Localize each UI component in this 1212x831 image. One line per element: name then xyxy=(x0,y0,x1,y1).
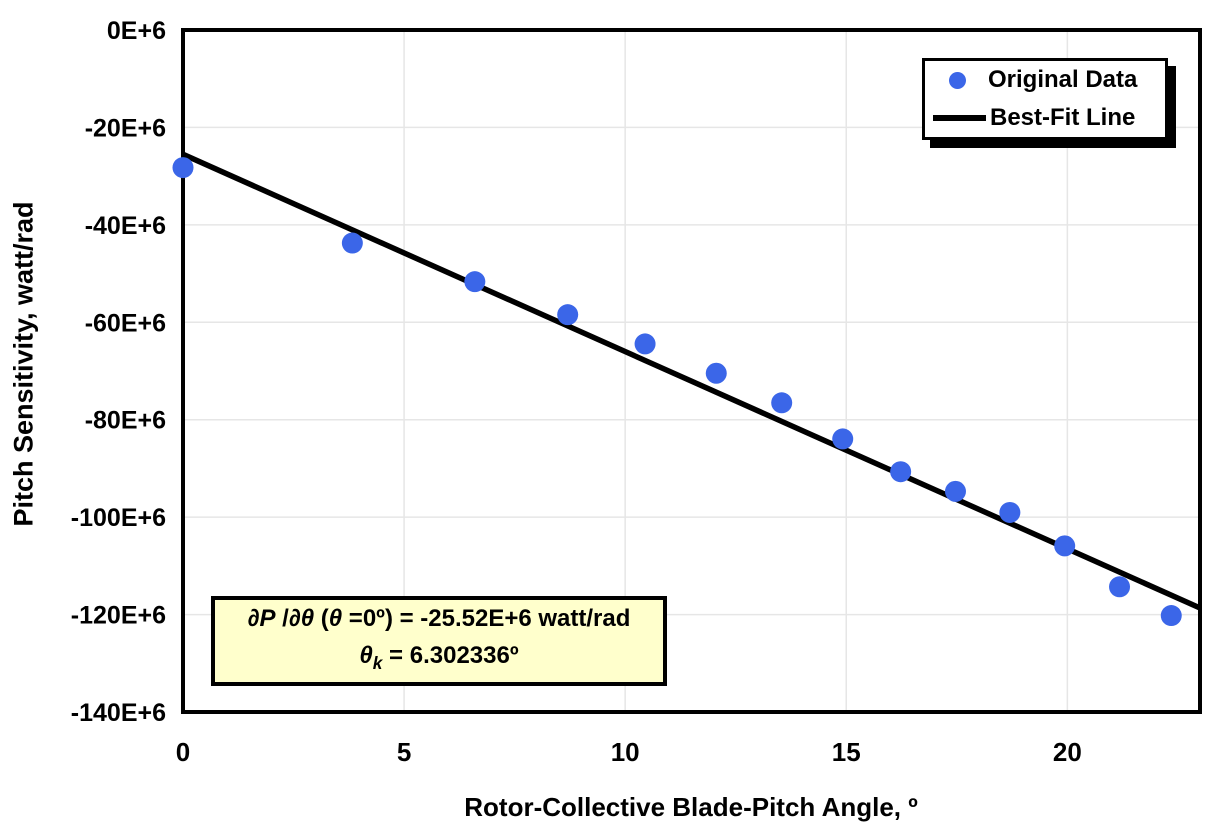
data-point xyxy=(172,157,194,179)
y-tick-label: 0E+6 xyxy=(107,17,166,45)
data-point xyxy=(1160,605,1182,627)
data-point xyxy=(341,232,363,254)
annotation-text: k xyxy=(372,652,383,673)
x-tick-label: 10 xyxy=(611,737,640,767)
y-tick-label: -60E+6 xyxy=(85,309,166,337)
legend: Original Data Best-Fit Line xyxy=(922,58,1168,140)
data-point xyxy=(634,333,656,355)
best-fit-line xyxy=(181,151,1202,611)
annotation-text: ∂θ xyxy=(288,605,315,633)
legend-label: Best-Fit Line xyxy=(990,104,1136,131)
x-axis-title: Rotor-Collective Blade-Pitch Angle, º xyxy=(464,792,918,822)
data-point xyxy=(705,362,727,384)
x-tick-label: 15 xyxy=(832,737,861,767)
data-point xyxy=(771,392,793,414)
y-tick-label: -20E+6 xyxy=(85,114,166,142)
data-point xyxy=(557,304,579,326)
y-tick-label: -120E+6 xyxy=(71,602,166,630)
x-tick-label: 5 xyxy=(397,737,411,767)
annotation-text: ∂P xyxy=(247,605,276,633)
legend-item-original-data: Original Data xyxy=(925,61,1165,99)
annotation-text: θ xyxy=(359,642,373,670)
data-point xyxy=(1054,535,1076,557)
data-point xyxy=(944,480,966,502)
annotation-text: ( xyxy=(314,605,329,633)
annotation-text: θ xyxy=(328,605,343,633)
data-point xyxy=(832,428,854,450)
y-tick-label: -100E+6 xyxy=(71,504,166,532)
data-point xyxy=(1109,576,1131,598)
y-tick-label: -80E+6 xyxy=(85,407,166,435)
y-tick-label: -40E+6 xyxy=(85,212,166,240)
x-tick-label: 20 xyxy=(1053,737,1082,767)
data-point xyxy=(890,461,912,483)
scatter-marker-icon xyxy=(949,71,966,89)
annotation-text: =0º) = -25.52E+6 watt/rad xyxy=(342,605,631,633)
annotation-line-1: ∂P /∂θ (θ =0º) = -25.52E+6 watt/rad xyxy=(248,600,631,637)
chart-plot-area: 0E+6 -20E+6 -40E+6 -60E+6 -80E+6 -100E+6 -120E… xyxy=(71,17,1202,767)
line-sample-icon xyxy=(933,115,986,121)
data-point xyxy=(464,271,486,293)
y-tick-label: -140E+6 xyxy=(71,699,166,727)
plot-frame xyxy=(181,28,1202,714)
annotation-text: / xyxy=(275,605,289,633)
annotation-box: ∂P /∂θ (θ =0º) = -25.52E+6 watt/rad θk =… xyxy=(211,596,667,686)
legend-label: Original Data xyxy=(988,66,1138,93)
annotation-text: = 6.302336º xyxy=(382,642,519,670)
legend-item-best-fit-line: Best-Fit Line xyxy=(925,99,1165,137)
annotation-line-2: θk = 6.302336º xyxy=(359,637,518,682)
x-tick-label: 0 xyxy=(176,737,190,767)
data-point xyxy=(999,501,1021,523)
y-axis-title: Pitch Sensitivity, watt/rad xyxy=(8,201,39,527)
